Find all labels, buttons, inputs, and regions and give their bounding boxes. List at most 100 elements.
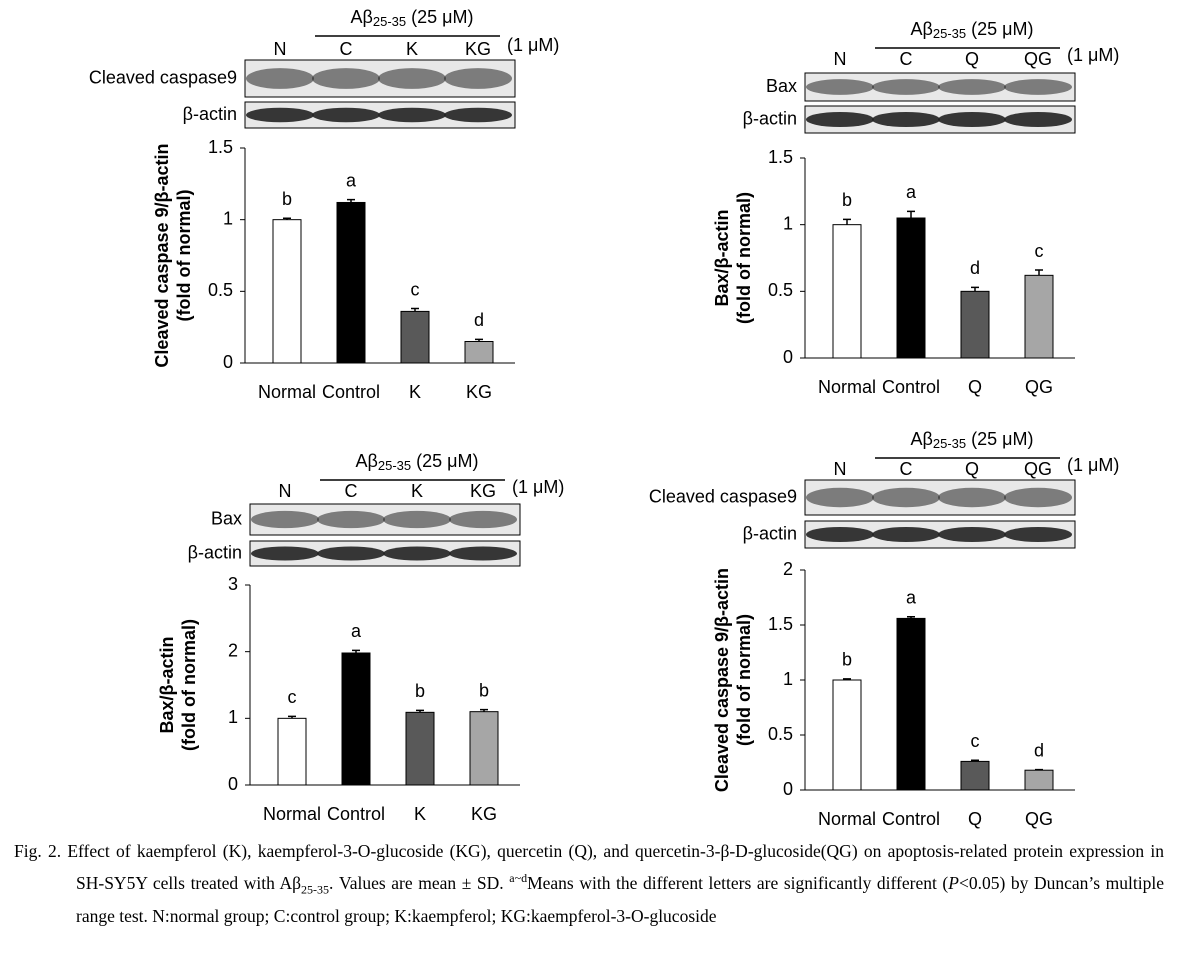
x-tick-label: KG xyxy=(466,382,492,402)
x-tick-label: Control xyxy=(327,804,385,824)
caption-text: Means with the different letters are sig… xyxy=(527,872,949,893)
significance-letter: d xyxy=(970,258,980,278)
bar xyxy=(1024,274,1054,359)
lane-label: N xyxy=(274,39,287,59)
blot-label: Bax xyxy=(211,508,242,528)
error-bar xyxy=(411,307,419,312)
bar xyxy=(896,217,926,359)
error-bar xyxy=(907,210,915,218)
blot-label: β-actin xyxy=(188,542,242,562)
treatment-dose: (25 μM) xyxy=(971,19,1033,39)
treatment-sub: 25-35 xyxy=(373,14,406,29)
y-axis-label: (fold of normal) xyxy=(179,619,199,751)
significance-letter: c xyxy=(411,279,420,299)
treatment-sub: 25-35 xyxy=(933,26,966,41)
y-axis-label: Cleaved caspase 9/β-actin xyxy=(152,143,172,367)
bar xyxy=(341,652,371,786)
lane-label: N xyxy=(834,459,847,479)
significance-letter: b xyxy=(282,189,292,209)
bar xyxy=(405,711,435,786)
blot-band xyxy=(806,526,874,543)
bar xyxy=(1024,769,1054,791)
bar xyxy=(272,219,302,364)
significance-letter: b xyxy=(415,681,425,701)
blot-band xyxy=(378,107,446,123)
error-bar xyxy=(480,708,488,712)
blot-band xyxy=(872,526,940,543)
error-bar xyxy=(907,616,915,619)
significance-letter: a xyxy=(906,588,917,608)
y-tick-label: 0 xyxy=(783,347,793,367)
significance-letter: a xyxy=(351,621,362,641)
blot-band xyxy=(251,510,319,529)
blot-band xyxy=(1004,487,1072,508)
dose-label: (1 μM) xyxy=(1067,455,1119,475)
bar xyxy=(469,711,499,786)
blot-band xyxy=(806,487,874,508)
treatment-label: Aβ25-35 (25 μM) xyxy=(911,429,1034,452)
x-tick-label: Control xyxy=(882,377,940,397)
x-tick-label: Control xyxy=(322,382,380,402)
y-tick-label: 0.5 xyxy=(768,724,793,744)
treatment-label: Aβ25-35 (25 μM) xyxy=(356,451,479,474)
lane-label: C xyxy=(900,49,913,69)
lane-label: KG xyxy=(465,39,491,59)
y-tick-label: 0 xyxy=(223,352,233,372)
y-tick-label: 1 xyxy=(783,669,793,689)
blot-label: Cleaved caspase9 xyxy=(89,67,237,87)
y-axis-label: (fold of normal) xyxy=(734,614,754,746)
treatment-main: Aβ xyxy=(911,19,933,39)
blot-band xyxy=(317,546,385,561)
lane-label: K xyxy=(411,481,423,501)
lane-label: QG xyxy=(1024,459,1052,479)
blot-band xyxy=(251,546,319,561)
dose-label: (1 μM) xyxy=(1067,45,1119,65)
x-tick-label: Normal xyxy=(818,377,876,397)
lane-label: N xyxy=(834,49,847,69)
lane-label: Q xyxy=(965,459,979,479)
dose-label: (1 μM) xyxy=(512,477,564,497)
error-bar xyxy=(971,286,979,292)
blot-band xyxy=(449,510,517,529)
bar xyxy=(960,760,990,791)
x-tick-label: QG xyxy=(1025,377,1053,397)
bar xyxy=(896,617,926,791)
y-tick-label: 0 xyxy=(783,779,793,799)
blot-label: β-actin xyxy=(743,523,797,543)
treatment-dose: (25 μM) xyxy=(971,429,1033,449)
blot-band xyxy=(444,107,512,123)
caption: Fig. 2. Effect of kaempferol (K), kaempf… xyxy=(14,838,1164,930)
blot-band xyxy=(1004,79,1072,95)
blot-band xyxy=(378,68,446,89)
y-tick-label: 1.5 xyxy=(768,614,793,634)
error-bar xyxy=(1035,269,1043,276)
error-bar xyxy=(475,338,483,342)
bar xyxy=(400,310,430,364)
treatment-dose: (25 μM) xyxy=(416,451,478,471)
significance-letter: b xyxy=(479,680,489,700)
blot-band xyxy=(449,546,517,561)
x-tick-label: Normal xyxy=(258,382,316,402)
treatment-sub: 25-35 xyxy=(378,458,411,473)
treatment-sub: 25-35 xyxy=(933,436,966,451)
y-axis-label: Bax/β-actin xyxy=(712,209,732,306)
caption-text: <0.05) by Duncan’s multiple range test. … xyxy=(76,872,1164,927)
lane-label: C xyxy=(340,39,353,59)
blot-band xyxy=(872,79,940,95)
caption-text: P xyxy=(948,872,959,893)
blot-label: Cleaved caspase9 xyxy=(649,486,797,506)
significance-letter: c xyxy=(288,687,297,707)
bar xyxy=(336,201,366,364)
caption-text: Fig. 2. Effect of kaempferol (K), kaempf… xyxy=(14,841,1164,893)
blot-band xyxy=(246,68,314,89)
blot-band xyxy=(1004,111,1072,128)
bar xyxy=(832,224,862,359)
y-tick-label: 2 xyxy=(228,640,238,660)
significance-letter: d xyxy=(474,310,484,330)
treatment-label: Aβ25-35 (25 μM) xyxy=(911,19,1034,42)
bar xyxy=(960,290,990,359)
y-tick-label: 1.5 xyxy=(768,147,793,167)
caption-text: 25-35 xyxy=(301,882,330,897)
y-axis-label: (fold of normal) xyxy=(174,190,194,322)
y-tick-label: 3 xyxy=(228,574,238,594)
